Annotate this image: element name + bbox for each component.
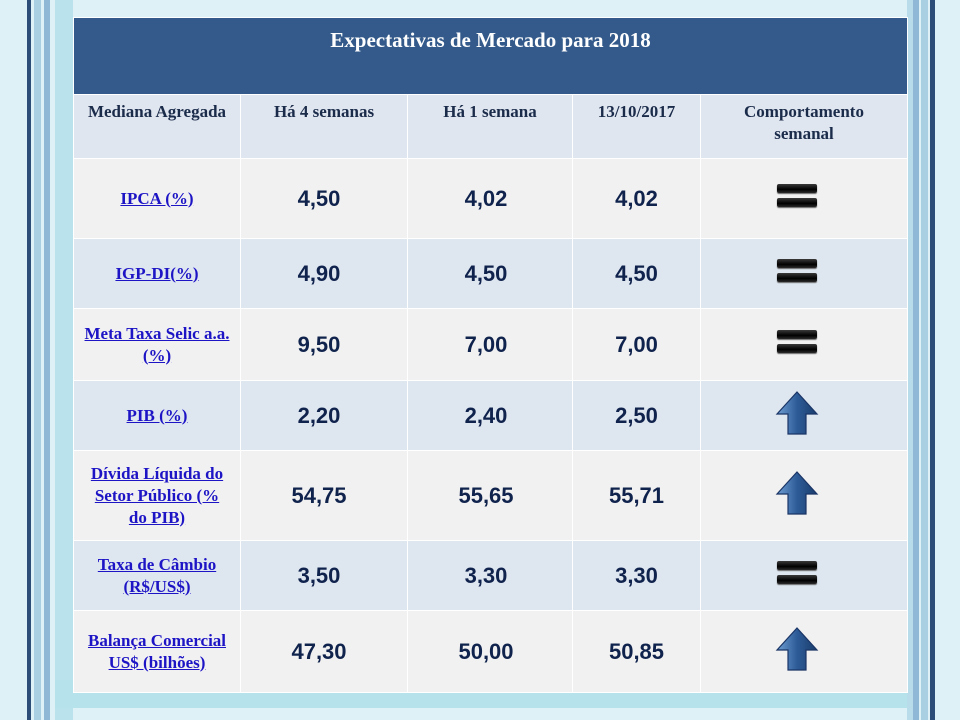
indicator-link[interactable]: PIB (%) [126,405,188,425]
up-arrow-icon [775,390,819,441]
trend-cell [700,450,908,541]
table-title: Expectativas de Mercado para 2018 [73,17,908,95]
header-row: Mediana Agregada Há 4 semanas Há 1 seman… [73,94,908,159]
value-4-weeks: 4,50 [240,158,408,239]
table-row: Dívida Líquida do Setor Público (% do PI… [73,450,908,541]
left-stripe-mid [44,0,50,720]
right-stripe-mid [913,0,919,720]
value-1-week: 4,02 [407,158,573,239]
value-date: 55,71 [572,450,701,541]
equal-icon [777,259,817,283]
value-date: 2,50 [572,380,701,451]
value-date: 50,85 [572,610,701,693]
value-1-week: 4,50 [407,238,573,309]
table-row: Balança Comercial US$ (bilhões) 47,30 50… [73,610,908,693]
value-1-week: 50,00 [407,610,573,693]
right-stripe-light [907,0,913,720]
trend-cell [700,308,908,381]
value-date: 4,02 [572,158,701,239]
table-row: IPCA (%) 4,50 4,02 4,02 [73,158,908,239]
value-1-week: 3,30 [407,540,573,611]
trend-cell [700,610,908,693]
value-4-weeks: 54,75 [240,450,408,541]
indicator-link-cell[interactable]: IGP-DI(%) [73,238,241,309]
right-stripe-dark [930,0,935,720]
indicator-link-cell[interactable]: Dívida Líquida do Setor Público (% do PI… [73,450,241,541]
indicator-link-cell[interactable]: IPCA (%) [73,158,241,239]
equal-icon [777,330,817,354]
value-date: 3,30 [572,540,701,611]
indicator-link[interactable]: IGP-DI(%) [115,263,199,283]
equal-icon [777,561,817,585]
indicator-link[interactable]: Taxa de Câmbio (R$/US$) [97,554,217,596]
left-stripe-dark [27,0,31,720]
indicator-link-cell[interactable]: Taxa de Câmbio (R$/US$) [73,540,241,611]
indicator-link[interactable]: Meta Taxa Selic a.a. (%) [84,323,230,365]
indicator-link[interactable]: Balança Comercial US$ (bilhões) [87,630,227,672]
value-4-weeks: 2,20 [240,380,408,451]
table-row: PIB (%) 2,20 2,40 2,50 [73,380,908,451]
trend-cell [700,540,908,611]
table-row: Taxa de Câmbio (R$/US$) 3,50 3,30 3,30 [73,540,908,611]
value-date: 4,50 [572,238,701,309]
left-stripe-light [34,0,41,720]
value-1-week: 55,65 [407,450,573,541]
expectations-table: Expectativas de Mercado para 2018 Median… [73,17,908,693]
value-1-week: 7,00 [407,308,573,381]
header-date: 13/10/2017 [572,94,701,159]
value-4-weeks: 3,50 [240,540,408,611]
equal-icon [777,184,817,208]
value-4-weeks: 9,50 [240,308,408,381]
value-4-weeks: 47,30 [240,610,408,693]
up-arrow-icon [775,470,819,521]
header-1-semana: Há 1 semana [407,94,573,159]
indicator-link-cell[interactable]: Meta Taxa Selic a.a. (%) [73,308,241,381]
table-row: Meta Taxa Selic a.a. (%) 9,50 7,00 7,00 [73,308,908,381]
up-arrow-icon [775,626,819,677]
header-4-semanas: Há 4 semanas [240,94,408,159]
indicator-link-cell[interactable]: Balança Comercial US$ (bilhões) [73,610,241,693]
indicator-link[interactable]: IPCA (%) [120,188,194,208]
expectations-table-container: Expectativas de Mercado para 2018 Median… [73,17,908,693]
value-4-weeks: 4,90 [240,238,408,309]
header-mediana: Mediana Agregada [73,94,241,159]
indicator-link[interactable]: Dívida Líquida do Setor Público (% do PI… [90,463,224,527]
value-1-week: 2,40 [407,380,573,451]
right-stripe-pale [921,0,928,720]
trend-cell [700,380,908,451]
trend-cell [700,238,908,309]
table-row: IGP-DI(%) 4,90 4,50 4,50 [73,238,908,309]
indicator-link-cell[interactable]: PIB (%) [73,380,241,451]
left-band [55,0,73,720]
header-comportamento: Comportamento semanal [700,94,908,159]
trend-cell [700,158,908,239]
value-date: 7,00 [572,308,701,381]
